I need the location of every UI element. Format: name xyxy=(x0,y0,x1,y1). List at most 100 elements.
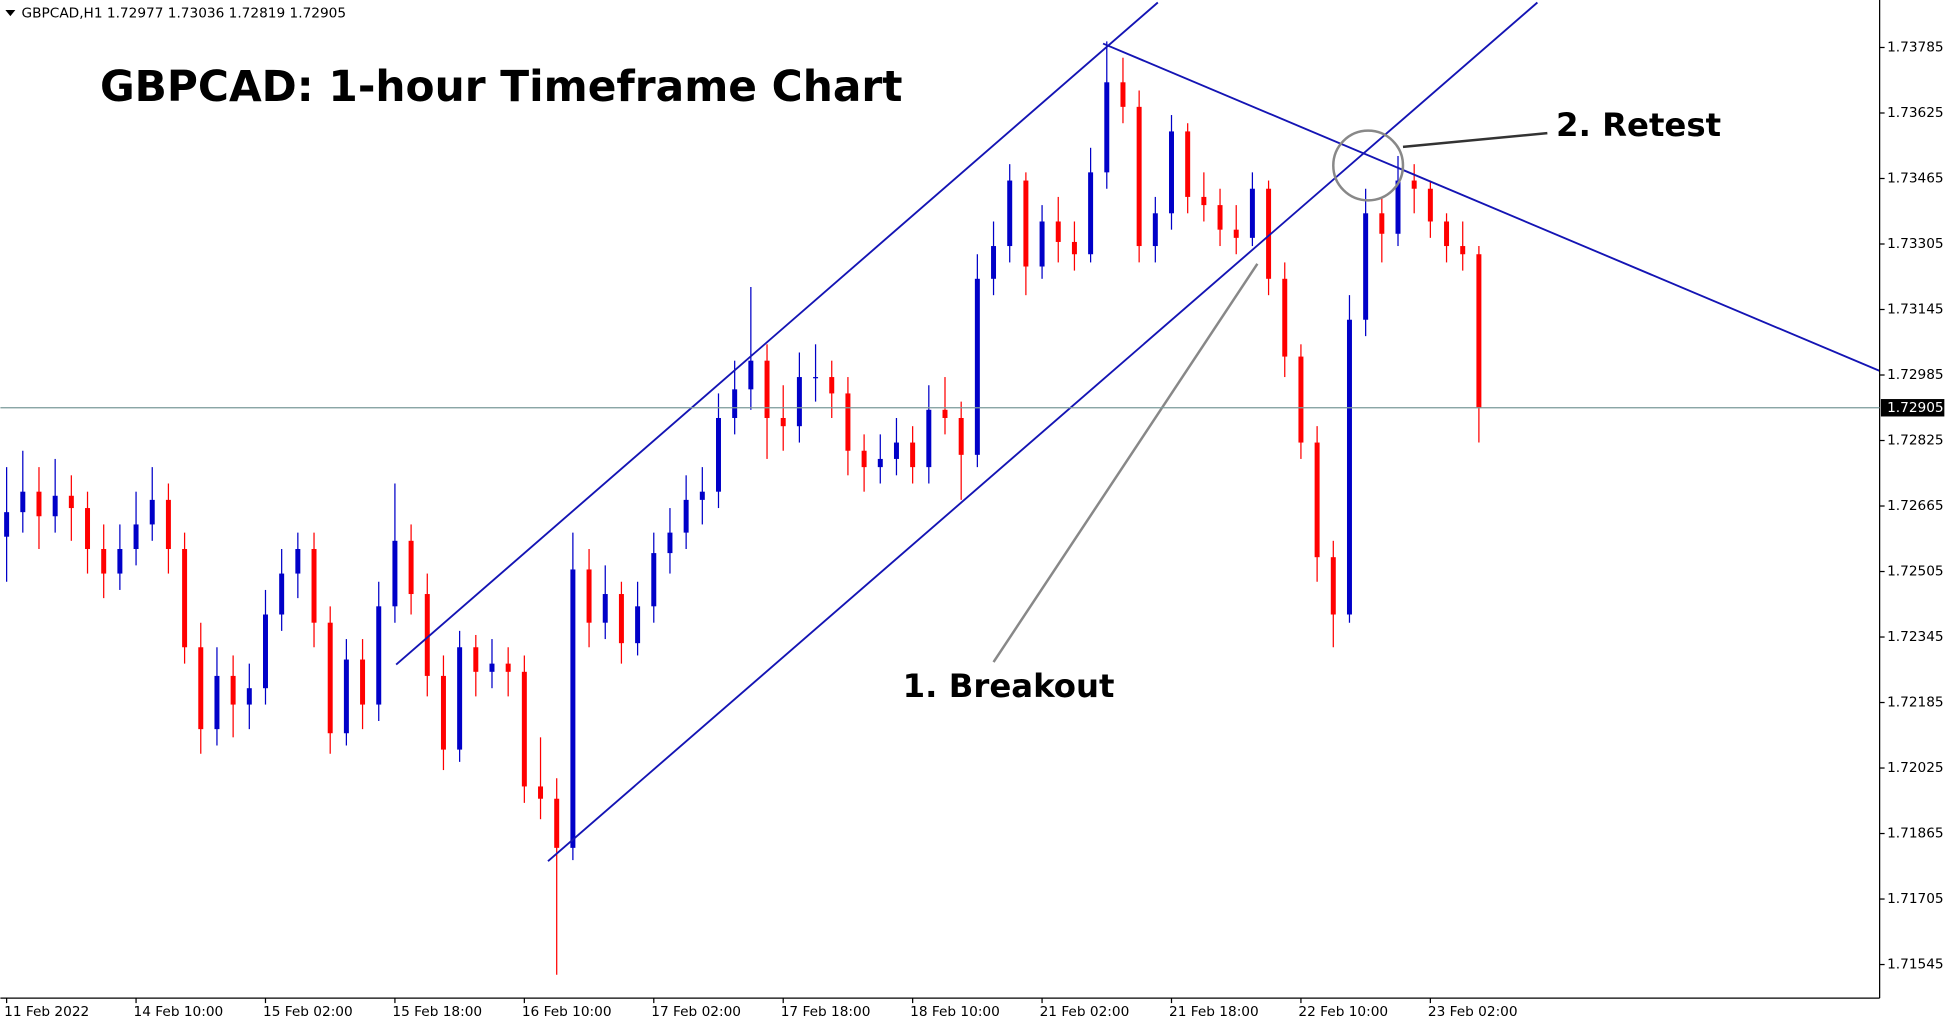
candle-body xyxy=(813,377,819,379)
x-tick-label: 11 Feb 2022 xyxy=(4,1004,89,1020)
candle-body xyxy=(473,647,479,672)
y-tick-label: 1.71545 xyxy=(1887,957,1944,973)
x-tick-label: 21 Feb 18:00 xyxy=(1169,1004,1259,1020)
y-tick-label: 1.73465 xyxy=(1887,170,1944,186)
y-tick-label: 1.72985 xyxy=(1887,367,1944,383)
candle-body xyxy=(1169,131,1174,214)
candle-body xyxy=(1379,213,1385,234)
candle-body xyxy=(748,360,754,390)
candle-body xyxy=(877,458,883,468)
candle-body xyxy=(68,495,74,509)
candle-body xyxy=(489,663,495,672)
channel-lower xyxy=(547,1,1539,862)
candle-body xyxy=(182,549,188,648)
candle-body xyxy=(36,491,42,517)
candle-body xyxy=(910,442,916,468)
x-tick-label: 15 Feb 02:00 xyxy=(263,1004,353,1020)
candle-body xyxy=(117,549,123,574)
candle-body xyxy=(1120,82,1126,107)
candle-body xyxy=(667,532,673,554)
candle-body xyxy=(732,389,738,418)
candle-body xyxy=(52,495,58,517)
candle-body xyxy=(1460,246,1466,255)
plot-area xyxy=(4,41,1482,975)
y-tick-label: 1.72665 xyxy=(1887,498,1944,514)
candle-body xyxy=(457,647,463,750)
candle-body xyxy=(20,491,26,513)
annotation: 2. Retest xyxy=(1556,106,1721,144)
header-icon xyxy=(5,9,16,17)
candle-body xyxy=(133,524,139,550)
candle-body xyxy=(198,647,204,730)
candle-body xyxy=(1266,188,1272,279)
candle-body xyxy=(1282,278,1288,357)
candle-body xyxy=(1185,131,1191,197)
candle-body xyxy=(796,377,802,427)
candle-body xyxy=(311,549,317,623)
candle-body xyxy=(246,688,252,705)
candle-body xyxy=(279,573,285,615)
current-price-box xyxy=(1880,399,1945,417)
candle-body xyxy=(958,417,964,455)
candle-body xyxy=(893,442,899,459)
candle-body xyxy=(618,594,624,644)
candle-body xyxy=(521,671,527,787)
candle-body xyxy=(538,786,544,799)
candle-body xyxy=(408,540,414,595)
y-tick-label: 1.72825 xyxy=(1887,433,1944,449)
candle-body xyxy=(392,540,398,607)
candle-body xyxy=(699,491,705,500)
candle-body xyxy=(1411,180,1417,189)
candle-body xyxy=(1249,188,1255,238)
y-tick-label: 1.71705 xyxy=(1887,891,1944,907)
trend-line xyxy=(1102,42,1880,372)
x-tick-label: 22 Feb 10:00 xyxy=(1298,1004,1388,1020)
candle-body xyxy=(440,675,446,750)
breakout-pointer xyxy=(992,263,1259,663)
candle-body xyxy=(101,549,107,574)
candle-body xyxy=(1217,205,1223,230)
header: GBPCAD,H1 1.72977 1.73036 1.72819 1.7290… xyxy=(22,6,347,22)
candle-body xyxy=(505,663,511,672)
candle-body xyxy=(1330,557,1336,615)
candle-body xyxy=(1363,213,1369,320)
candle-body xyxy=(1152,213,1158,247)
candle-body xyxy=(230,675,236,705)
candle-body xyxy=(1201,196,1207,206)
x-tick-label: 16 Feb 10:00 xyxy=(522,1004,612,1020)
candle-body xyxy=(829,377,835,394)
candle-body xyxy=(1395,180,1401,234)
x-tick-label: 23 Feb 02:00 xyxy=(1428,1004,1518,1020)
candle-body xyxy=(570,569,576,848)
x-tick-label: 15 Feb 18:00 xyxy=(392,1004,482,1020)
y-tick-label: 1.73785 xyxy=(1887,39,1944,55)
candle-body xyxy=(85,508,91,550)
current-price-label: 1.72905 xyxy=(1887,400,1944,416)
y-tick-label: 1.73305 xyxy=(1887,236,1944,252)
candle-body xyxy=(1444,221,1450,247)
candle-body xyxy=(262,614,268,689)
candle-body xyxy=(376,606,382,705)
candle-body xyxy=(974,278,980,455)
candle-body xyxy=(764,360,770,418)
chart-title: GBPCAD: 1-hour Timeframe Chart xyxy=(100,62,903,111)
candle-body xyxy=(1055,221,1061,242)
candle-body xyxy=(1346,319,1352,615)
candle-body xyxy=(635,606,641,644)
candle-body xyxy=(165,499,171,550)
candle-body xyxy=(1314,442,1320,558)
candle-body xyxy=(1007,180,1013,247)
candle-body xyxy=(1023,180,1029,267)
candle-body xyxy=(424,594,430,676)
candle-body xyxy=(1088,172,1094,255)
candle-body xyxy=(4,512,10,537)
y-tick-label: 1.72025 xyxy=(1887,760,1944,776)
candle-body xyxy=(861,450,867,468)
candle-body xyxy=(149,499,155,525)
candle-body xyxy=(1039,221,1045,267)
y-tick-label: 1.73145 xyxy=(1887,302,1944,318)
candle-body xyxy=(586,569,592,623)
candle-body xyxy=(1104,82,1110,173)
